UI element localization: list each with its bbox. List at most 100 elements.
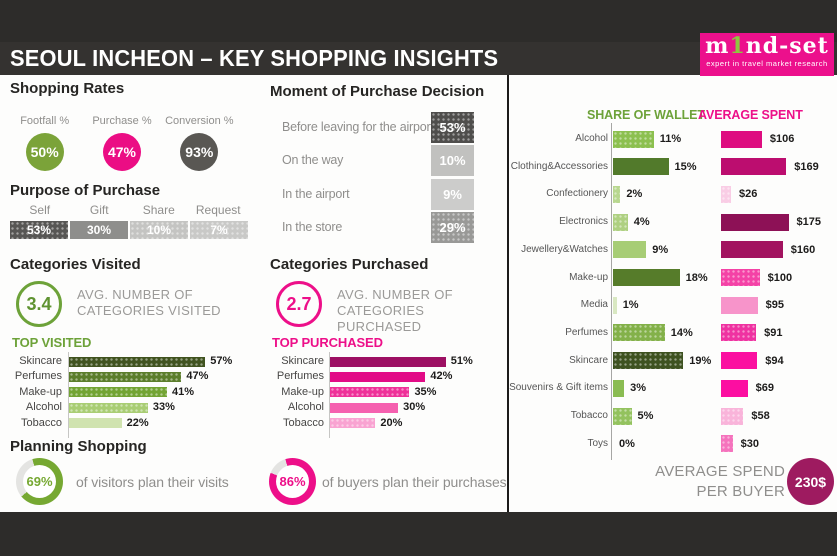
- logo-brand-post: nd-set: [745, 33, 829, 59]
- wallet-axis-line: [611, 123, 612, 460]
- average-spent-value: $94: [765, 354, 784, 367]
- average-spent-bar: [721, 324, 757, 342]
- average-spent-bar: [721, 296, 758, 314]
- share-of-wallet-value: 4%: [633, 216, 650, 229]
- share-of-wallet-value: 9%: [652, 243, 669, 256]
- purpose-label: Self: [29, 203, 51, 217]
- wallet-row: Alcohol 11% $106: [510, 125, 837, 153]
- share-of-wallet-heading: SHARE OF WALLET: [587, 108, 705, 122]
- purpose-segment: 7%: [190, 221, 248, 239]
- bar-value: 35%: [414, 385, 437, 398]
- wallet-chart: SHARE OF WALLET AVERAGE SPENT AVERAGE SP…: [509, 75, 837, 512]
- bar-value: 42%: [430, 370, 453, 383]
- moment-row: In the store 29%: [268, 211, 508, 243]
- top-purchased-axis-line: [329, 352, 330, 438]
- title-bar: SEOUL INCHEON – KEY SHOPPING INSIGHTS: [0, 42, 837, 75]
- moment-value-box: 29%: [431, 211, 474, 243]
- bar-row: Skincare 51%: [268, 354, 518, 369]
- bar-value: 51%: [450, 355, 473, 367]
- average-spent-bar: [721, 158, 787, 176]
- shopping-rates-metrics: Footfall % 50% Purchase % 47% Conversion % 93…: [6, 115, 238, 171]
- wallet-row: Electronics 4% $175: [510, 208, 837, 236]
- bar-value: 47%: [186, 370, 209, 383]
- bar: [330, 402, 399, 413]
- moment-row: On the way 10%: [268, 145, 508, 177]
- wallet-row: Toys 0% $30: [510, 430, 837, 458]
- bar: [69, 402, 148, 413]
- wallet-row: Tobacco 5% $58: [510, 402, 837, 430]
- share-of-wallet-bar: [613, 185, 621, 203]
- share-of-wallet-bar: [613, 130, 654, 148]
- categories-visited-heading: Categories Visited: [10, 256, 141, 273]
- share-of-wallet-bar: [613, 324, 665, 342]
- page-title: SEOUL INCHEON – KEY SHOPPING INSIGHTS: [10, 45, 499, 71]
- wallet-category-label: Toys: [587, 437, 608, 449]
- moment-label: In the airport: [282, 186, 350, 201]
- bar-value: 20%: [380, 416, 403, 429]
- purpose-segment-bar: 53% 30% 10% 7%: [10, 221, 248, 239]
- shopping-rates-heading: Shopping Rates: [10, 80, 125, 97]
- average-spent-bar: [721, 241, 783, 259]
- metric-value-circle: 50%: [25, 133, 64, 171]
- average-spent-value: $95: [765, 299, 785, 312]
- average-spent-value: $106: [769, 133, 795, 145]
- wallet-row: Perfumes 14% $91: [510, 319, 837, 347]
- moment-value-box: 53%: [431, 112, 474, 143]
- share-of-wallet-bar: [613, 158, 669, 176]
- average-spent-value: $58: [751, 410, 770, 422]
- share-of-wallet-value: 2%: [626, 188, 643, 201]
- average-spent-value: $160: [790, 243, 816, 256]
- share-of-wallet-bar: [613, 241, 647, 259]
- share-of-wallet-value: 14%: [670, 326, 693, 339]
- average-spent-bar: [721, 213, 789, 231]
- share-of-wallet-value: 15%: [674, 160, 697, 173]
- wallet-row: Confectionery 2% $26: [510, 180, 837, 208]
- wallet-row: Media 1% $95: [510, 291, 837, 319]
- bar-label: Perfumes: [276, 370, 324, 383]
- share-of-wallet-value: 11%: [659, 133, 682, 145]
- bar-value: 33%: [152, 401, 175, 414]
- bar: [69, 418, 122, 429]
- average-spent-value: $26: [739, 188, 758, 201]
- moment-label: On the way: [282, 153, 344, 168]
- share-of-wallet-value: 5%: [637, 410, 654, 422]
- top-purchased-chart: Skincare 51% Perfumes 42% Make-up 35% Alcohol 3…: [268, 352, 518, 438]
- moment-row: Before leaving for the airport 53%: [268, 112, 508, 143]
- moment-label: Before leaving for the airport: [282, 120, 434, 134]
- purpose-segment: 30%: [70, 221, 128, 239]
- purpose-of-purchase-heading: Purpose of Purchase: [10, 182, 161, 199]
- bar-row: Alcohol 30%: [268, 400, 518, 415]
- average-spent-heading: AVERAGE SPENT: [698, 108, 803, 122]
- bar: [330, 418, 376, 429]
- bar-row: Tobacco 20%: [268, 416, 518, 431]
- bar-row: Make-up 41%: [0, 385, 250, 400]
- wallet-row: Souvenirs & Gift items 3% $69: [509, 374, 837, 402]
- avg-purchased-caption: AVG. NUMBER OF CATEGORIES PURCHASED: [337, 287, 453, 334]
- wallet-category-label: Souvenirs & Gift items: [509, 382, 608, 394]
- bar-row: Alcohol 33%: [0, 400, 250, 415]
- bar-value: 30%: [403, 401, 426, 414]
- top-visited-chart: Skincare 57% Perfumes 47% Make-up 41% Alcohol 3…: [0, 352, 250, 438]
- wallet-category-label: Clothing&Accessories: [510, 160, 608, 172]
- content-area: Shopping Rates Footfall % 50% Purchase % 47…: [0, 75, 837, 512]
- share-of-wallet-bar: [613, 269, 680, 286]
- metric-label: Conversion %: [165, 115, 234, 127]
- average-spent-value: $100: [767, 271, 793, 284]
- bar-label: Skincare: [281, 355, 324, 367]
- bar-value: 22%: [126, 416, 149, 429]
- share-of-wallet-value: 19%: [689, 354, 712, 367]
- share-of-wallet-value: 1%: [622, 299, 639, 312]
- share-of-wallet-bar: [613, 407, 632, 425]
- average-spent-value: $175: [796, 216, 822, 229]
- bar-row: Perfumes 47%: [0, 369, 250, 384]
- wallet-row: Jewellery&Watches 9% $160: [510, 236, 837, 264]
- wallet-category-label: Skincare: [569, 354, 608, 366]
- bar: [69, 371, 182, 382]
- logo-brand-digit: 1: [729, 33, 746, 59]
- bar-label: Skincare: [19, 355, 62, 367]
- top-visited-axis-line: [68, 352, 69, 438]
- shopping-rate-metric: Conversion % 93%: [161, 115, 238, 171]
- avg-spend-per-buyer-caption: AVERAGE SPEND PER BUYER: [655, 463, 785, 500]
- wallet-category-label: Make-up: [569, 271, 608, 283]
